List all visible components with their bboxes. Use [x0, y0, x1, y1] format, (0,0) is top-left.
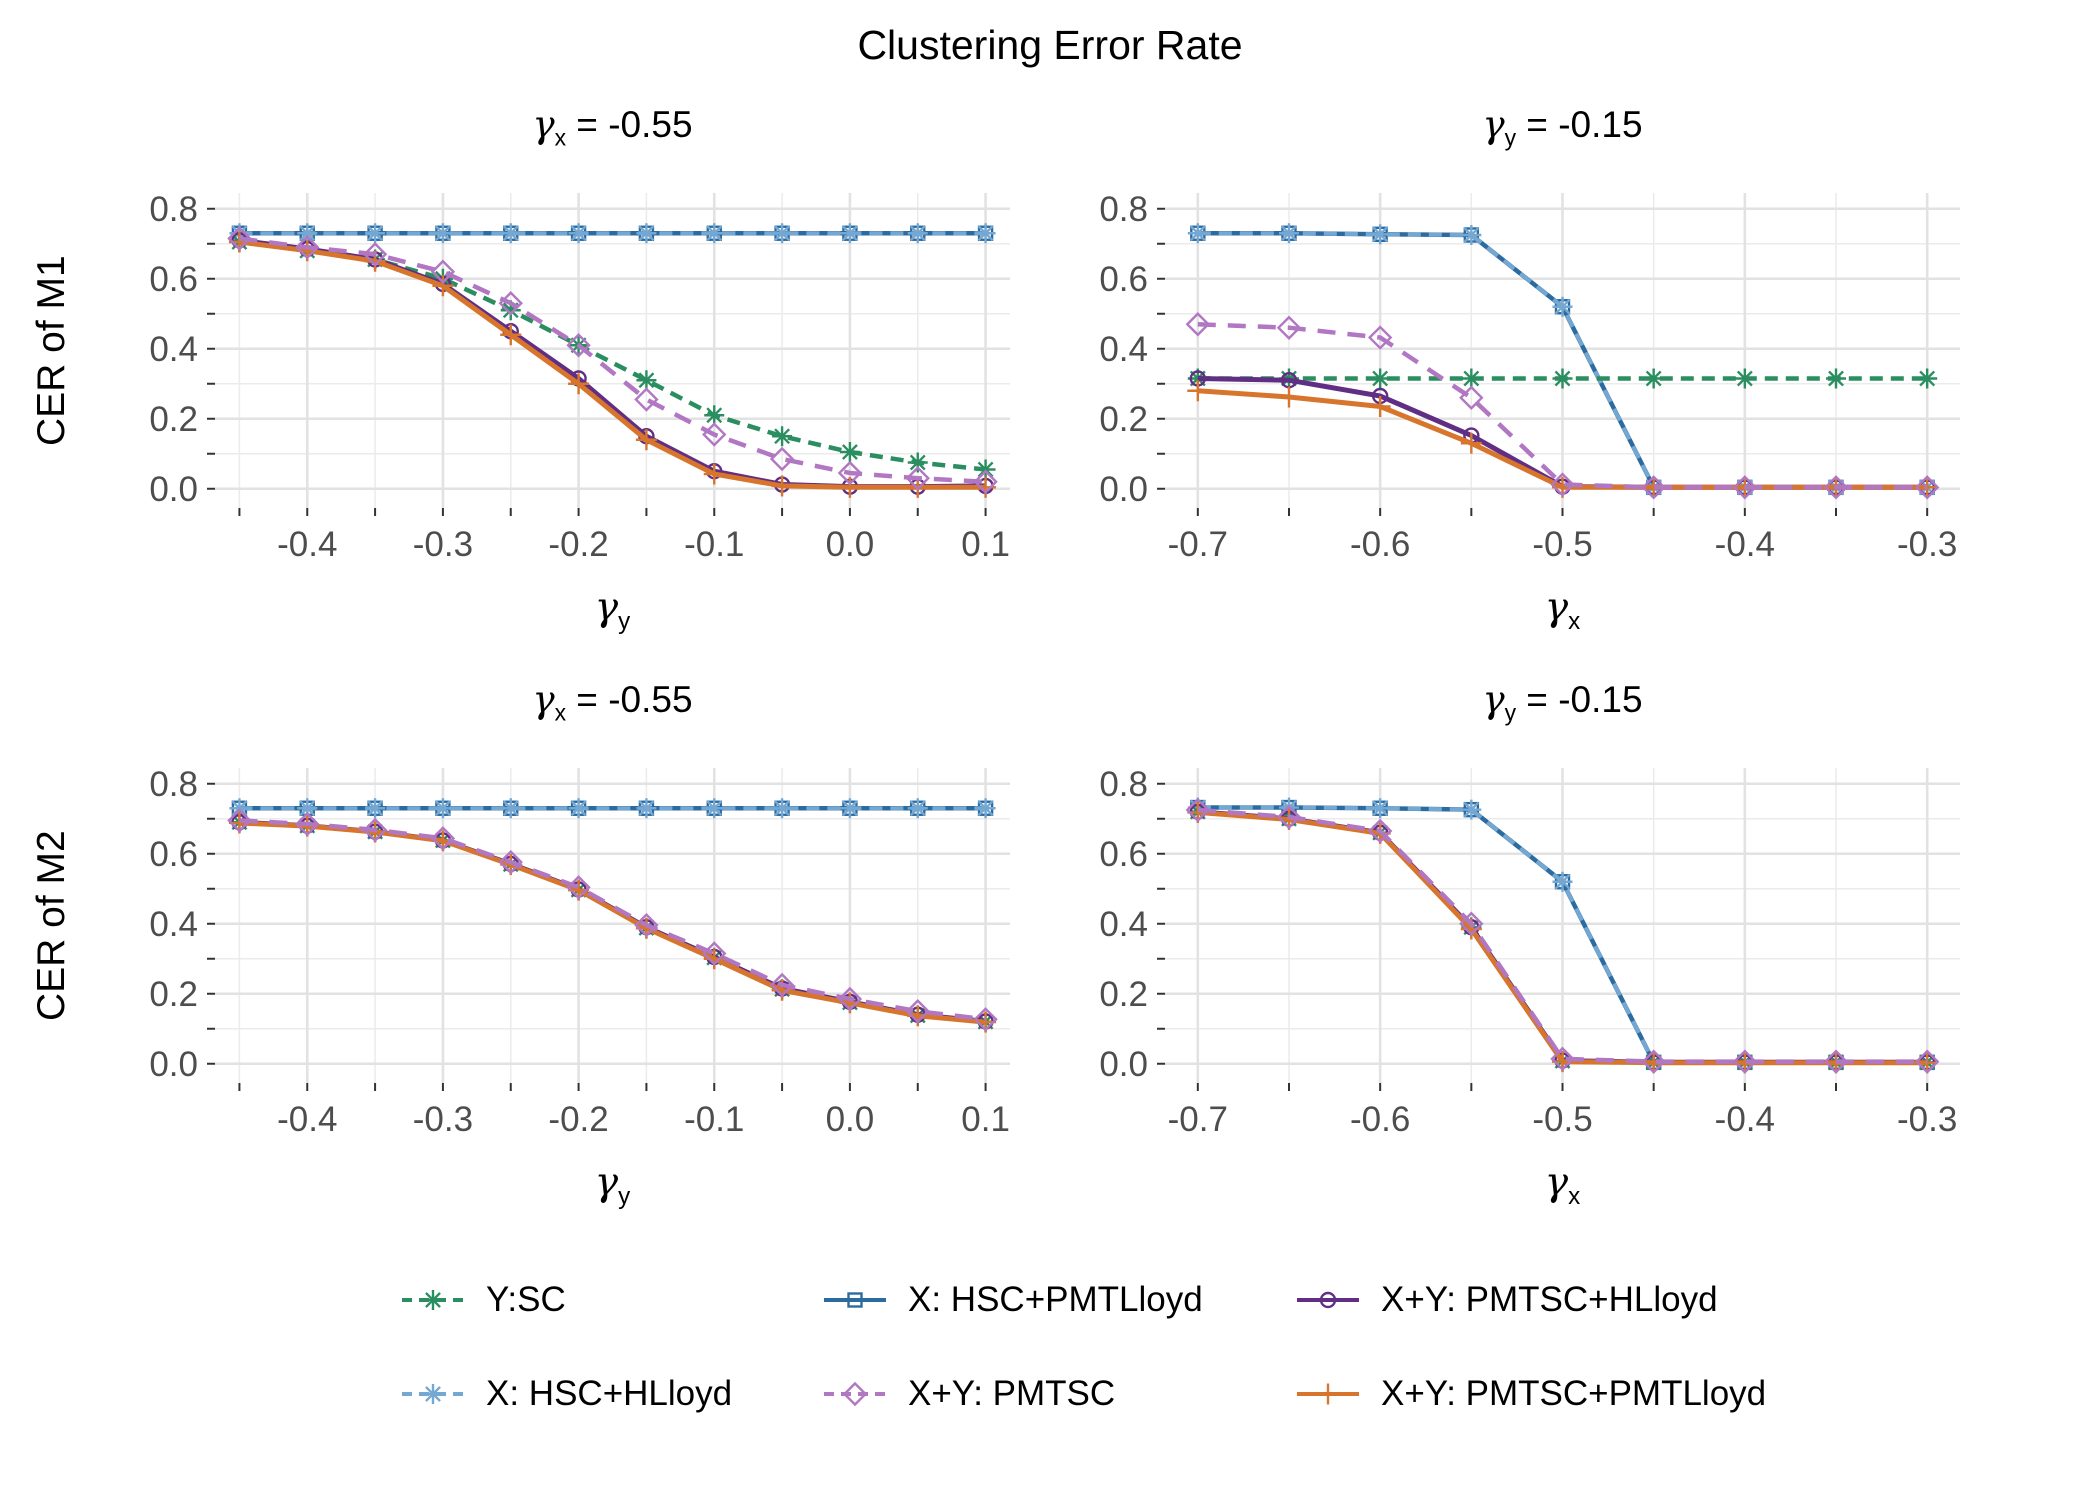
- y-tick-label: 0.6: [149, 260, 198, 299]
- legend-label: X: HSC+HLloyd: [486, 1374, 733, 1413]
- legend-item: X: HSC+PMTLloyd: [822, 1278, 1203, 1322]
- y-tick-label: 0.8: [149, 190, 198, 229]
- series-line: [239, 239, 986, 490]
- legend-item: X+Y: PMTSC: [822, 1372, 1115, 1416]
- legend-label: X: HSC+PMTLloyd: [908, 1280, 1203, 1319]
- y-tick-label: 0.4: [1099, 905, 1148, 944]
- x-tick-label: -0.3: [413, 525, 473, 564]
- panel-m1-right: -0.7 -0.6 -0.5 -0.4 -0.3 0.0 0.2 0.4 0.6 0.8: [1055, 181, 1985, 581]
- x-tick-label: -0.3: [413, 1100, 473, 1139]
- x-tick-label: -0.6: [1350, 525, 1410, 564]
- page-title: Clustering Error Rate: [857, 22, 1243, 68]
- y-tick-label: 0.0: [1099, 1045, 1148, 1084]
- x-tick-label: -0.2: [548, 1100, 608, 1139]
- x-axis-title-top-left: γy: [594, 585, 631, 635]
- series-line: [239, 236, 986, 485]
- legend-label: Y:SC: [486, 1280, 566, 1319]
- x-tick-label: -0.7: [1168, 1100, 1228, 1139]
- y-tick-label: 0.8: [149, 765, 198, 804]
- series-line: [239, 239, 986, 472]
- legend-key-icon: [402, 1384, 464, 1404]
- x-tick-label: -0.4: [277, 525, 337, 564]
- panel-m1-left: -0.4 -0.3 -0.2 -0.1 0.0 0.1 0.0 0.2 0.4 0.6 0.8: [105, 181, 1035, 581]
- legend-key-icon: [1297, 1291, 1359, 1309]
- x-tick-label: -0.1: [684, 1100, 744, 1139]
- y-tick-label: 0.2: [1099, 975, 1148, 1014]
- legend-label: X+Y: PMTSC+PMTLloyd: [1381, 1374, 1767, 1413]
- y-axis-title-m1: CER of M1: [30, 255, 73, 446]
- panel-m2-right-svg: -0.7 -0.6 -0.5 -0.4 -0.3 0.0 0.2 0.4 0.6 0.8: [1099, 765, 1960, 1139]
- panel-m2-left-svg: -0.4 -0.3 -0.2 -0.1 0.0 0.1 0.0 0.2 0.4 0.6 0.8: [149, 765, 1010, 1139]
- facet-title-top-right: γy = -0.15: [1482, 103, 1643, 151]
- panel-m2-left: -0.4 -0.3 -0.2 -0.1 0.0 0.1 0.0 0.2 0.4 0.6 0.8: [105, 756, 1035, 1156]
- series-line: [239, 818, 986, 1022]
- series-line: [239, 819, 986, 1024]
- legend-item: Y:SC: [400, 1278, 566, 1322]
- legend-key-icon: [824, 1381, 886, 1407]
- x-tick-label: 0.0: [826, 1100, 875, 1139]
- y-tick-label: 0.2: [149, 975, 198, 1014]
- legend-key-icon: [824, 1292, 886, 1308]
- y-tick-label: 0.8: [1099, 765, 1148, 804]
- panel-m1-left-svg: -0.4 -0.3 -0.2 -0.1 0.0 0.1 0.0 0.2 0.4 0.6 0.8: [149, 190, 1010, 564]
- legend-key-icon: [402, 1290, 464, 1310]
- y-tick-label: 0.2: [149, 400, 198, 439]
- legend-label: X+Y: PMTSC: [908, 1374, 1116, 1413]
- y-tick-label: 0.8: [1099, 190, 1148, 229]
- y-tick-label: 0.0: [149, 1045, 198, 1084]
- series-line: [239, 237, 986, 490]
- y-tick-label: 0.6: [149, 835, 198, 874]
- x-axis-title-bottom-right: γx: [1544, 1160, 1581, 1210]
- panel-m2-right: -0.7 -0.6 -0.5 -0.4 -0.3 0.0 0.2 0.4 0.6 0.8: [1055, 756, 1985, 1156]
- y-tick-label: 0.2: [1099, 400, 1148, 439]
- x-tick-label: -0.4: [1715, 525, 1775, 564]
- x-tick-label: -0.5: [1532, 1100, 1592, 1139]
- y-tick-label: 0.4: [149, 905, 198, 944]
- x-axis-title-top-right: γx: [1544, 585, 1581, 635]
- series-line: [1197, 807, 1928, 1064]
- x-tick-label: -0.1: [684, 525, 744, 564]
- y-axis-title-m2: CER of M2: [30, 830, 73, 1021]
- x-tick-label: -0.4: [1715, 1100, 1775, 1139]
- legend-label: X+Y: PMTSC+HLloyd: [1381, 1280, 1718, 1319]
- x-tick-label: -0.3: [1897, 1100, 1957, 1139]
- facet-title-bottom-left: γx = -0.55: [532, 678, 693, 726]
- y-tick-label: 0.0: [1099, 470, 1148, 509]
- x-tick-label: -0.3: [1897, 525, 1957, 564]
- y-tick-label: 0.6: [1099, 835, 1148, 874]
- x-tick-label: 0.1: [961, 525, 1010, 564]
- y-tick-label: 0.0: [149, 470, 198, 509]
- x-tick-label: -0.2: [548, 525, 608, 564]
- legend-key-icon: [1297, 1383, 1359, 1405]
- facet-title-bottom-right: γy = -0.15: [1482, 678, 1643, 726]
- legend-item: X+Y: PMTSC+HLloyd: [1295, 1278, 1718, 1322]
- x-tick-label: -0.6: [1350, 1100, 1410, 1139]
- series-line: [1197, 322, 1928, 490]
- series-line: [239, 820, 986, 1025]
- x-tick-label: 0.1: [961, 1100, 1010, 1139]
- x-tick-label: -0.5: [1532, 525, 1592, 564]
- legend-item: X+Y: PMTSC+PMTLloyd: [1295, 1372, 1766, 1416]
- panel-m1-right-svg: -0.7 -0.6 -0.5 -0.4 -0.3 0.0 0.2 0.4 0.6 0.8: [1099, 190, 1960, 564]
- x-axis-title-bottom-left: γy: [594, 1160, 631, 1210]
- facet-title-top-left: γx = -0.55: [532, 103, 693, 151]
- x-tick-label: -0.7: [1168, 525, 1228, 564]
- y-tick-label: 0.4: [149, 330, 198, 369]
- y-tick-label: 0.4: [1099, 330, 1148, 369]
- legend-item: X: HSC+HLloyd: [400, 1372, 732, 1416]
- y-tick-label: 0.6: [1099, 260, 1148, 299]
- x-tick-label: 0.0: [826, 525, 875, 564]
- x-tick-label: -0.4: [277, 1100, 337, 1139]
